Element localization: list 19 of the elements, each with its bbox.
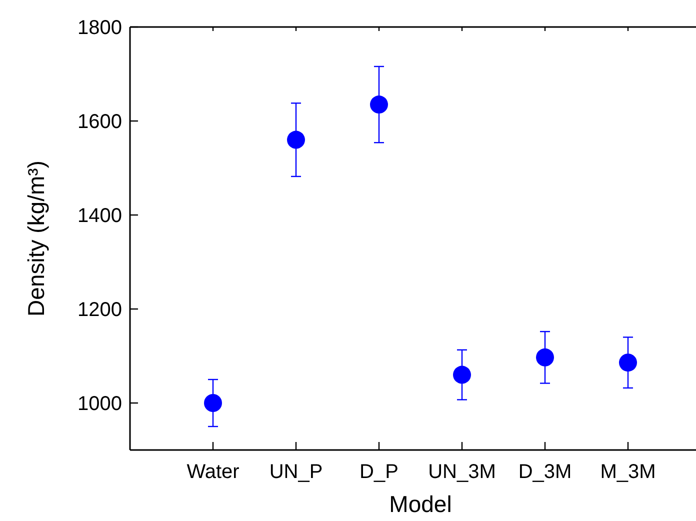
y-tick-label: 1800 bbox=[78, 17, 122, 39]
point bbox=[619, 354, 637, 372]
x-tick-label: D_P bbox=[360, 461, 398, 483]
x-tick-label: UN_3M bbox=[428, 461, 496, 483]
point bbox=[453, 366, 471, 384]
y-tick-label: 1200 bbox=[78, 299, 122, 321]
y-tick-label: 1000 bbox=[78, 393, 122, 415]
point bbox=[370, 96, 388, 114]
y-tick-label: 1600 bbox=[78, 111, 122, 133]
x-tick-label: D_3M bbox=[518, 461, 572, 483]
x-tick-label: M_3M bbox=[600, 461, 656, 483]
x-tick-label: Water bbox=[186, 461, 240, 483]
y-axis-title: Density (kg/m³) bbox=[23, 160, 49, 316]
point bbox=[287, 130, 305, 149]
x-axis-title: Model bbox=[389, 491, 452, 517]
y-tick-label: 1400 bbox=[78, 205, 122, 227]
x-tick-label: UN_P bbox=[269, 461, 323, 483]
point bbox=[204, 394, 222, 412]
point bbox=[536, 348, 554, 366]
